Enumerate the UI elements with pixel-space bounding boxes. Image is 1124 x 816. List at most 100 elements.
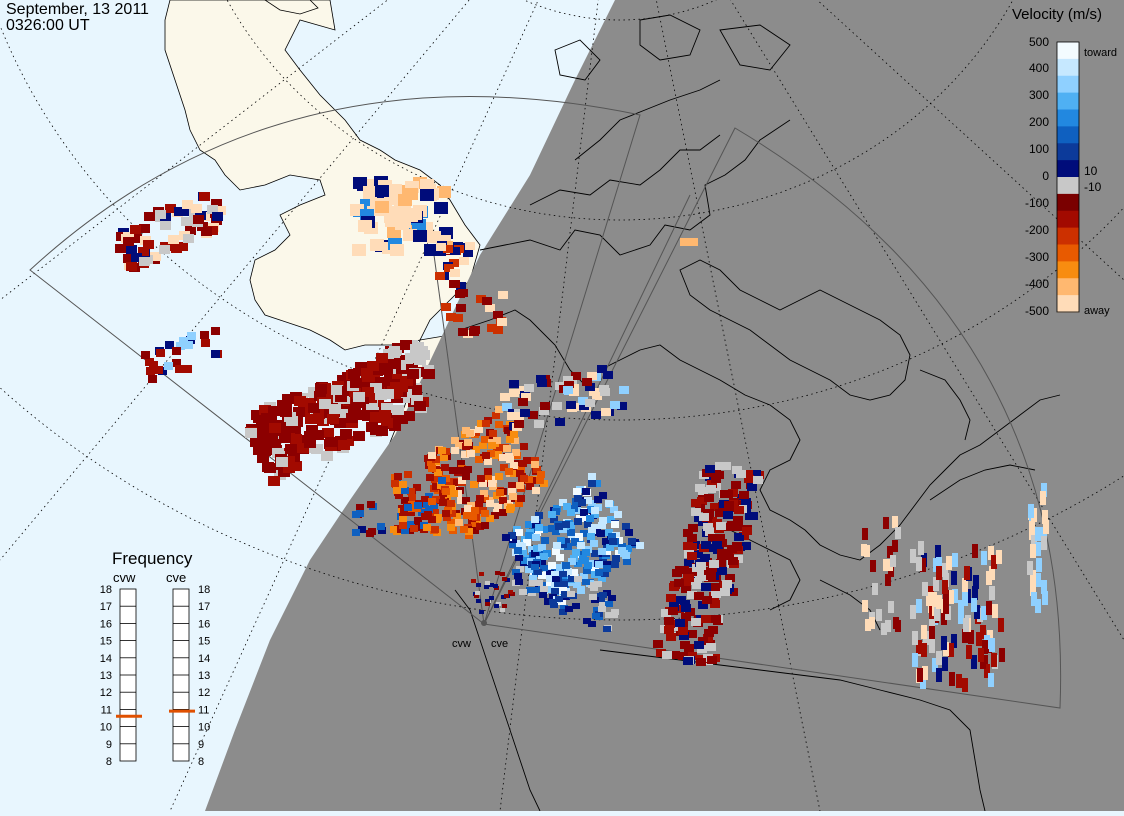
echo-cell — [1043, 520, 1049, 534]
echo-cell — [679, 632, 689, 640]
frequency-tick-right: 8 — [198, 756, 204, 768]
echo-cell — [327, 414, 339, 424]
echo-cell — [723, 511, 733, 519]
echo-cell — [489, 476, 497, 483]
echo-cell — [580, 509, 588, 516]
echo-cell — [484, 468, 492, 475]
echo-cell — [538, 560, 546, 567]
echo-cell — [715, 534, 725, 542]
echo-cell — [559, 571, 567, 577]
echo-cell — [525, 521, 533, 528]
echo-cell — [594, 581, 602, 587]
echo-cell — [465, 242, 475, 250]
echo-cell — [405, 353, 417, 363]
echo-cell — [421, 502, 429, 509]
echo-cell — [368, 528, 376, 535]
echo-cell — [731, 481, 741, 489]
echo-cell — [546, 582, 554, 589]
echo-cell — [531, 564, 539, 570]
echo-cell — [870, 560, 876, 572]
echo-cell — [912, 653, 918, 667]
echo-cell — [479, 442, 487, 449]
echo-cell — [699, 513, 709, 521]
echo-cell — [438, 477, 446, 484]
echo-cell — [991, 653, 997, 667]
echo-cell — [732, 466, 742, 474]
frequency-tick-left: 17 — [100, 601, 112, 613]
echo-cell — [436, 243, 446, 251]
echo-cell — [610, 612, 618, 618]
echo-cell — [996, 550, 1002, 564]
echo-cell — [933, 558, 939, 572]
echo-cell — [346, 413, 358, 423]
echo-cell — [921, 643, 927, 657]
echo-cell — [525, 476, 533, 483]
echo-cell — [285, 444, 297, 454]
echo-cell — [508, 482, 516, 489]
echo-cell — [308, 403, 320, 413]
echo-cell — [520, 409, 530, 417]
echo-cell — [887, 546, 893, 558]
echo-cell — [378, 527, 386, 534]
echo-cell — [892, 540, 898, 552]
echo-cell — [184, 341, 193, 349]
echo-cell — [325, 437, 337, 447]
echo-cell — [164, 362, 173, 370]
echo-cell — [556, 554, 564, 561]
echo-cell — [463, 512, 471, 519]
echo-cell — [600, 388, 610, 396]
echo-cell — [155, 210, 166, 219]
echo-cell — [555, 596, 563, 602]
velocity-tick-label: 100 — [1029, 142, 1049, 156]
echo-cell — [401, 376, 413, 386]
echo-cell — [653, 640, 663, 648]
echo-cell — [450, 490, 458, 497]
echo-cell — [215, 206, 226, 215]
echo-cell — [715, 462, 725, 470]
echo-cell — [500, 393, 510, 401]
echo-cell — [706, 643, 716, 651]
echo-cell — [601, 408, 611, 416]
echo-cell — [530, 477, 538, 484]
color-bar-segment — [1057, 92, 1079, 111]
echo-cell — [883, 517, 889, 529]
echo-cell — [259, 405, 271, 415]
echo-cell — [469, 328, 479, 336]
echo-cell — [732, 543, 742, 551]
echo-cell — [459, 257, 469, 265]
echo-cell — [193, 215, 204, 224]
echo-cell — [910, 549, 916, 563]
echo-cell — [978, 648, 984, 662]
frequency-tick-right: 10 — [198, 722, 210, 734]
echo-cell — [599, 492, 607, 499]
echo-cell — [935, 545, 941, 559]
echo-cell — [143, 240, 154, 249]
echo-cell — [751, 470, 761, 478]
echo-cell — [704, 494, 714, 502]
echo-cell — [464, 439, 472, 446]
echo-cell — [872, 583, 878, 595]
echo-cell — [471, 522, 479, 529]
echo-cell — [962, 578, 968, 592]
echo-cell — [486, 500, 494, 507]
echo-cell — [264, 463, 276, 473]
echo-cell — [457, 497, 465, 504]
echo-cell — [338, 440, 350, 450]
echo-cell — [933, 577, 939, 591]
echo-cell — [574, 560, 582, 567]
night-side-shading — [205, 0, 1124, 811]
echo-cell — [710, 503, 720, 511]
echo-cell — [396, 414, 408, 424]
echo-cell — [605, 529, 613, 536]
echo-cell — [495, 406, 503, 413]
echo-cell — [466, 430, 474, 437]
echo-cell — [431, 509, 439, 516]
echo-cell — [598, 575, 606, 582]
echo-cell — [588, 480, 596, 487]
echo-cell — [1041, 580, 1047, 594]
echo-cell — [414, 502, 422, 509]
freq-label-cve: cve — [166, 570, 186, 585]
echo-cell — [465, 528, 473, 535]
frequency-tick-right: 13 — [198, 670, 210, 682]
echo-cell — [551, 588, 559, 594]
